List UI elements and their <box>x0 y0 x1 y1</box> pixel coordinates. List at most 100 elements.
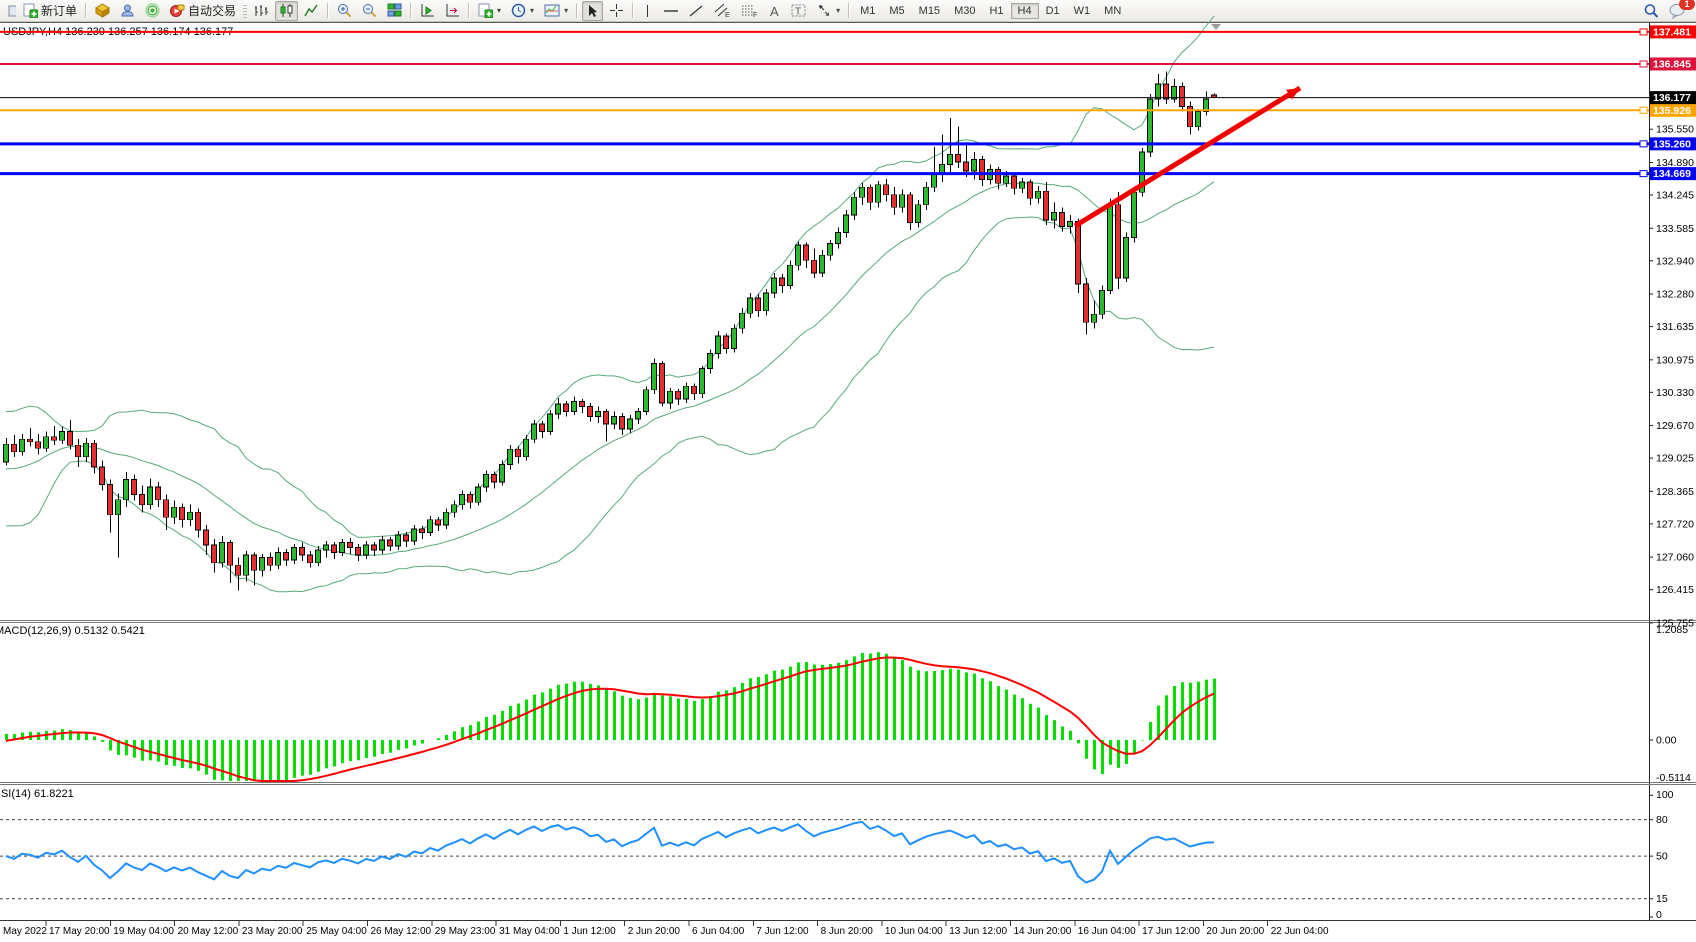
text-button[interactable]: A <box>764 1 785 21</box>
svg-text:F: F <box>753 12 757 18</box>
gold-box-icon <box>95 3 110 18</box>
tile-windows-icon <box>387 3 402 18</box>
svg-text:126.415: 126.415 <box>1656 584 1694 596</box>
hline-handle <box>1639 106 1648 114</box>
svg-text:134.245: 134.245 <box>1656 190 1694 202</box>
zoom-in-button[interactable] <box>333 1 356 21</box>
svg-text:133.585: 133.585 <box>1656 223 1694 235</box>
timeframe-M30[interactable]: M30 <box>954 4 976 17</box>
svg-text:May 2022: May 2022 <box>3 926 47 937</box>
chevron-down-icon: ▾ <box>497 6 502 15</box>
profile-button[interactable] <box>116 1 139 21</box>
svg-text:0.00: 0.00 <box>1656 735 1677 747</box>
chart-shift-marker <box>1211 24 1221 30</box>
horizontal-line-button[interactable] <box>659 1 683 21</box>
bollinger-middle-band <box>5 181 1215 556</box>
date-axis-label: 25 May 04:00 <box>306 926 367 937</box>
new-chart-icon <box>478 3 494 19</box>
macd-indicator-label: MACD(12,26,9) 0.5132 0.5421 <box>0 625 145 637</box>
date-axis-label: 20 Jun 20:00 <box>1206 926 1264 937</box>
svg-text:134.890: 134.890 <box>1656 157 1694 169</box>
svg-text:1.2085: 1.2085 <box>1656 624 1688 636</box>
date-axis-label: 19 May 04:00 <box>113 926 174 937</box>
rsi-indicator-label: RSI(14) 61.8221 <box>0 788 74 800</box>
toolbar-grip[interactable] <box>243 3 248 18</box>
bar-chart-button[interactable] <box>250 1 273 21</box>
bollinger-lower-band <box>6 216 1215 593</box>
svg-text:100: 100 <box>1656 789 1674 801</box>
bollinger-upper-band <box>5 15 1215 538</box>
svg-text:T: T <box>795 7 801 18</box>
auto-scroll-button[interactable] <box>416 1 439 21</box>
autotrade-button[interactable]: 自动交易 <box>166 1 240 21</box>
search-button[interactable] <box>1639 1 1663 21</box>
timeframe-W1[interactable]: W1 <box>1073 4 1091 17</box>
vertical-line-icon <box>642 4 653 18</box>
line-chart-icon <box>304 3 319 18</box>
channel-button[interactable]: E <box>710 1 735 21</box>
svg-text:128.365: 128.365 <box>1656 486 1694 498</box>
timeframe-M5[interactable]: M5 <box>889 4 905 17</box>
candle-chart-button[interactable] <box>275 0 299 21</box>
svg-text:125.755: 125.755 <box>1656 617 1694 629</box>
chevron-down-icon: ▾ <box>530 6 535 15</box>
date-axis-label: 6 Jun 04:00 <box>692 926 745 937</box>
hline-handle <box>1639 60 1648 68</box>
candles <box>3 71 1217 591</box>
notifications-button[interactable]: 1 <box>1665 0 1695 21</box>
chart-shift-button[interactable] <box>441 1 464 21</box>
svg-text:129.670: 129.670 <box>1656 420 1694 432</box>
svg-text:A: A <box>770 4 779 18</box>
svg-text:-0.5114: -0.5114 <box>1656 772 1691 784</box>
crosshair-button[interactable] <box>605 1 628 21</box>
chart-window-icon <box>5 4 16 18</box>
timeframe-H1[interactable]: H1 <box>989 4 1004 17</box>
toolbar-separator <box>632 3 635 18</box>
timeframe-M1[interactable]: M1 <box>860 4 876 17</box>
market-depth-button[interactable] <box>91 1 114 21</box>
vertical-line-button[interactable] <box>638 1 657 21</box>
date-axis-label: 31 May 04:00 <box>499 926 560 937</box>
horizontal-line-icon <box>663 4 679 18</box>
zoom-out-button[interactable] <box>358 1 381 21</box>
template-icon <box>544 3 560 18</box>
tile-windows-button[interactable] <box>383 1 406 21</box>
trend-arrow <box>1073 85 1302 229</box>
date-axis-label: 22 Jun 04:00 <box>1271 926 1329 937</box>
timeframe-MN[interactable]: MN <box>1104 4 1122 17</box>
fibonacci-button[interactable]: F <box>737 1 762 21</box>
date-axis-label: 1 Jun 12:00 <box>563 926 616 937</box>
trendline-button[interactable] <box>685 1 708 21</box>
new-chart-button[interactable]: ▾ <box>474 1 505 21</box>
clock-icon <box>511 3 526 18</box>
timeframe-D1[interactable]: D1 <box>1045 4 1060 17</box>
svg-text:132.940: 132.940 <box>1656 255 1694 267</box>
arrows-button[interactable]: ▾ <box>813 1 844 21</box>
auto-scroll-icon <box>420 3 435 18</box>
trendline-icon <box>689 4 704 18</box>
bar-chart-icon <box>254 3 269 18</box>
cursor-button[interactable] <box>582 0 604 21</box>
new-order-button[interactable]: 新订单 <box>19 1 81 21</box>
signal-icon <box>145 3 160 18</box>
signals-button[interactable] <box>141 1 164 21</box>
macd-panel <box>5 652 1216 782</box>
template-button[interactable]: ▾ <box>540 1 572 21</box>
window-icon-cut[interactable] <box>1 1 17 21</box>
svg-text:132.280: 132.280 <box>1656 289 1694 301</box>
svg-text:135.926: 135.926 <box>1653 105 1691 117</box>
svg-text:129.025: 129.025 <box>1656 453 1694 465</box>
date-axis-label: 16 Jun 04:00 <box>1078 926 1136 937</box>
text-label-button[interactable]: T <box>787 1 811 21</box>
svg-text:131.635: 131.635 <box>1656 321 1694 333</box>
periods-button[interactable]: ▾ <box>507 1 538 21</box>
date-axis-label: 29 May 23:00 <box>435 926 496 937</box>
timeframe-M15[interactable]: M15 <box>918 4 941 17</box>
toolbar-separator <box>848 3 851 18</box>
timeframe-H4[interactable]: H4 <box>1010 2 1039 19</box>
svg-text:135.550: 135.550 <box>1656 124 1694 136</box>
text-a-icon: A <box>768 4 781 19</box>
cursor-icon <box>586 4 599 18</box>
line-chart-button[interactable] <box>300 1 323 21</box>
